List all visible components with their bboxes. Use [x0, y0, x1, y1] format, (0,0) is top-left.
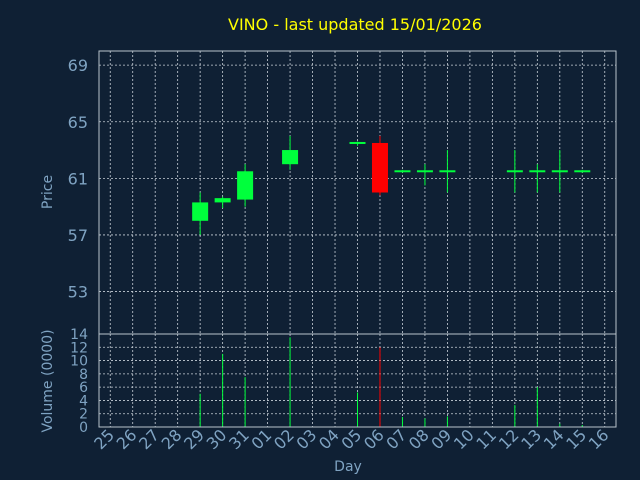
- candle-body: [394, 170, 411, 173]
- price-tick-labels: 69 65 61 57 53: [68, 56, 88, 301]
- candle-body: [371, 142, 388, 193]
- candle-body: [506, 170, 523, 173]
- x-axis-label: Day: [334, 459, 362, 475]
- candle-body: [192, 202, 209, 221]
- chart-title: VINO - last updated 15/01/2026: [228, 15, 482, 34]
- candle-body: [237, 171, 254, 200]
- price-tick-label: 61: [68, 169, 88, 188]
- candle-body: [574, 170, 591, 173]
- candle-body: [349, 141, 366, 144]
- price-tick-label: 69: [68, 56, 88, 75]
- candle-body: [529, 170, 546, 173]
- price-grid: [99, 51, 616, 334]
- candle-body: [551, 170, 568, 173]
- volume-tick-label: 2: [79, 407, 88, 423]
- price-tick-label: 57: [68, 226, 88, 245]
- price-tick-label: 53: [68, 283, 88, 302]
- x-tick-label: 16: [585, 425, 613, 453]
- volume-panel-frame: [98, 333, 617, 428]
- volume-tick-label: 8: [79, 367, 88, 383]
- volume-tick-label: 0: [79, 420, 88, 436]
- volume-tick-label: 14: [70, 327, 88, 343]
- candle-body: [214, 198, 231, 203]
- price-axis-label: Price: [40, 175, 56, 209]
- candle-body: [416, 170, 433, 173]
- x-tick-labels: 2526272829303101020304050607080910111213…: [90, 425, 612, 453]
- volume-axis-label: Volume (0000): [40, 329, 56, 432]
- candle-body: [439, 170, 456, 173]
- volume-tick-label: 10: [70, 354, 88, 370]
- price-tick-label: 65: [68, 113, 88, 132]
- volume-tick-label: 4: [79, 393, 88, 409]
- volume-tick-label: 6: [79, 380, 88, 396]
- candle-body: [282, 150, 299, 165]
- volume-bars: [199, 337, 583, 427]
- volume-tick-label: 12: [70, 340, 88, 356]
- candles: [192, 135, 591, 235]
